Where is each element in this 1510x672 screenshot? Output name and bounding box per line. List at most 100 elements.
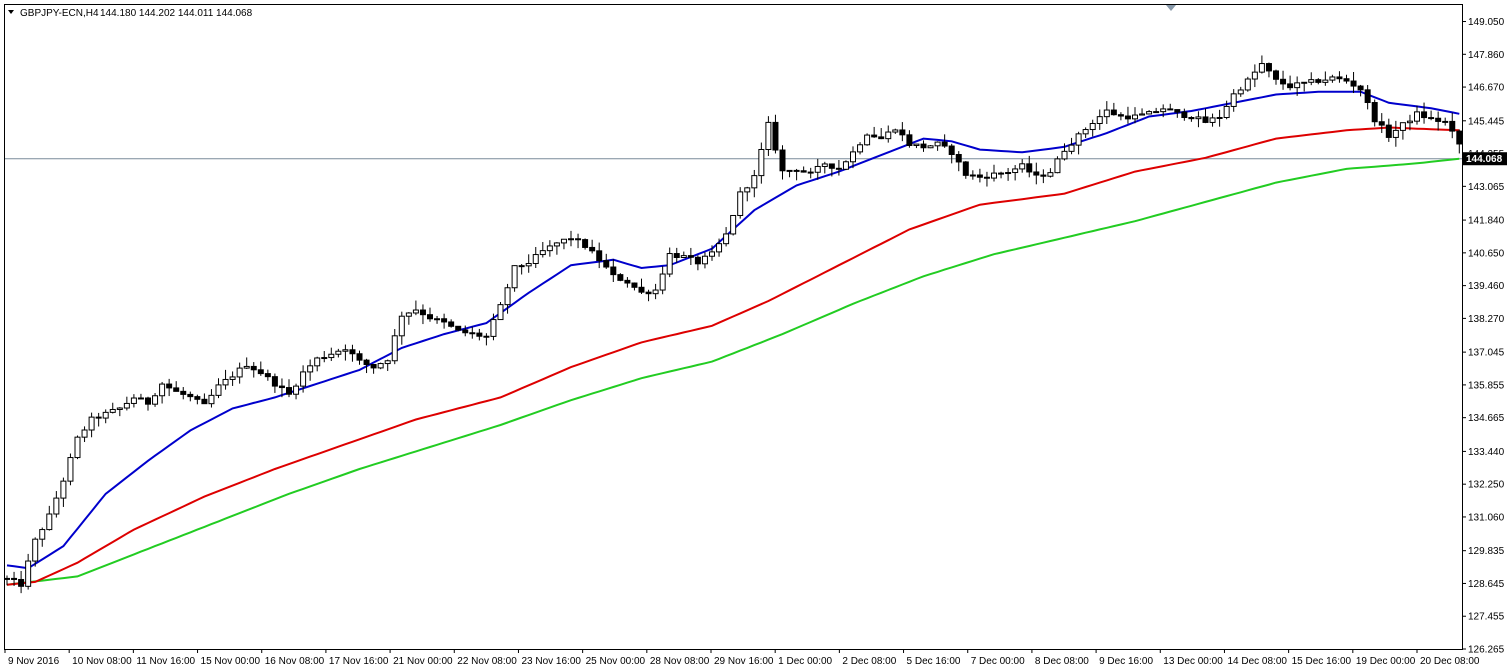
candle[interactable] xyxy=(652,283,659,300)
candle[interactable] xyxy=(1174,109,1181,118)
candle[interactable] xyxy=(300,365,307,393)
candle[interactable] xyxy=(1329,74,1336,83)
candle[interactable] xyxy=(1392,120,1399,147)
candle[interactable] xyxy=(786,169,793,178)
candle[interactable] xyxy=(892,128,899,134)
candle[interactable] xyxy=(222,369,229,390)
candle[interactable] xyxy=(659,266,666,295)
candle[interactable] xyxy=(60,477,67,507)
candle[interactable] xyxy=(1449,112,1456,139)
candle[interactable] xyxy=(264,369,271,381)
candle[interactable] xyxy=(737,187,744,219)
candle[interactable] xyxy=(1280,70,1287,90)
candle[interactable] xyxy=(180,387,187,400)
candle[interactable] xyxy=(173,381,180,392)
candle[interactable] xyxy=(377,362,384,370)
candle[interactable] xyxy=(631,282,638,291)
candle[interactable] xyxy=(546,240,553,257)
candle[interactable] xyxy=(391,329,398,365)
candle[interactable] xyxy=(1322,71,1329,86)
candle[interactable] xyxy=(730,214,737,236)
candle[interactable] xyxy=(349,344,356,362)
candle[interactable] xyxy=(1209,113,1216,127)
candle[interactable] xyxy=(95,412,102,427)
candle[interactable] xyxy=(998,171,1005,179)
candle[interactable] xyxy=(638,278,645,294)
candle[interactable] xyxy=(723,227,730,247)
candle[interactable] xyxy=(1237,86,1244,97)
candle[interactable] xyxy=(1428,110,1435,121)
candle[interactable] xyxy=(617,273,624,282)
candle[interactable] xyxy=(1251,64,1258,88)
candle[interactable] xyxy=(18,570,25,594)
candle[interactable] xyxy=(610,259,617,282)
candle[interactable] xyxy=(765,116,772,156)
candle[interactable] xyxy=(194,394,201,405)
candle[interactable] xyxy=(419,304,426,325)
candle[interactable] xyxy=(25,553,32,590)
shift-marker-icon[interactable] xyxy=(1166,5,1176,11)
candle[interactable] xyxy=(553,242,560,255)
candle[interactable] xyxy=(476,328,483,341)
candle[interactable] xyxy=(1421,102,1428,124)
candle[interactable] xyxy=(1068,137,1075,155)
candle[interactable] xyxy=(941,134,948,148)
candle[interactable] xyxy=(1047,168,1054,178)
candle[interactable] xyxy=(356,350,363,365)
candle[interactable] xyxy=(1082,127,1089,138)
candle[interactable] xyxy=(370,363,377,374)
candle[interactable] xyxy=(772,114,779,154)
candle[interactable] xyxy=(328,347,335,361)
candle[interactable] xyxy=(236,362,243,384)
candle[interactable] xyxy=(694,255,701,271)
candle[interactable] xyxy=(1160,104,1167,118)
candle[interactable] xyxy=(1110,102,1117,116)
candle[interactable] xyxy=(1442,117,1449,126)
candle[interactable] xyxy=(1167,103,1174,111)
candle[interactable] xyxy=(46,505,53,531)
candle[interactable] xyxy=(342,344,349,361)
candle[interactable] xyxy=(187,391,194,402)
candle[interactable] xyxy=(680,251,687,259)
candle[interactable] xyxy=(434,315,441,324)
candle[interactable] xyxy=(1026,155,1033,178)
candle[interactable] xyxy=(687,247,694,266)
candle[interactable] xyxy=(490,313,497,341)
candle[interactable] xyxy=(215,378,222,399)
candle[interactable] xyxy=(469,326,476,339)
candle[interactable] xyxy=(88,412,95,438)
candle[interactable] xyxy=(123,396,130,411)
candle[interactable] xyxy=(1265,62,1272,78)
candle[interactable] xyxy=(257,361,264,376)
candle[interactable] xyxy=(53,491,60,518)
candle[interactable] xyxy=(1033,162,1040,185)
candle[interactable] xyxy=(1195,111,1202,128)
candle[interactable] xyxy=(229,371,236,386)
candle[interactable] xyxy=(159,381,166,404)
candle[interactable] xyxy=(568,230,574,247)
candle[interactable] xyxy=(842,160,849,171)
candle[interactable] xyxy=(32,537,39,567)
candle[interactable] xyxy=(314,356,321,372)
candle[interactable] xyxy=(645,289,652,302)
candle[interactable] xyxy=(166,378,173,397)
candle[interactable] xyxy=(1357,84,1364,97)
candle[interactable] xyxy=(1456,129,1463,154)
candle[interactable] xyxy=(920,140,927,152)
candle[interactable] xyxy=(412,300,419,316)
candle[interactable] xyxy=(1075,131,1082,155)
candle[interactable] xyxy=(1294,76,1301,96)
candle[interactable] xyxy=(1061,143,1068,161)
candle[interactable] xyxy=(504,283,511,314)
candle[interactable] xyxy=(948,143,955,164)
candle[interactable] xyxy=(779,145,786,180)
candle[interactable] xyxy=(145,396,151,411)
candle[interactable] xyxy=(878,128,885,140)
candle[interactable] xyxy=(1406,114,1413,131)
candle[interactable] xyxy=(835,159,842,176)
candle[interactable] xyxy=(116,407,123,417)
candle[interactable] xyxy=(857,142,864,155)
candle[interactable] xyxy=(871,126,878,138)
candle[interactable] xyxy=(927,145,934,149)
candle[interactable] xyxy=(899,122,906,142)
